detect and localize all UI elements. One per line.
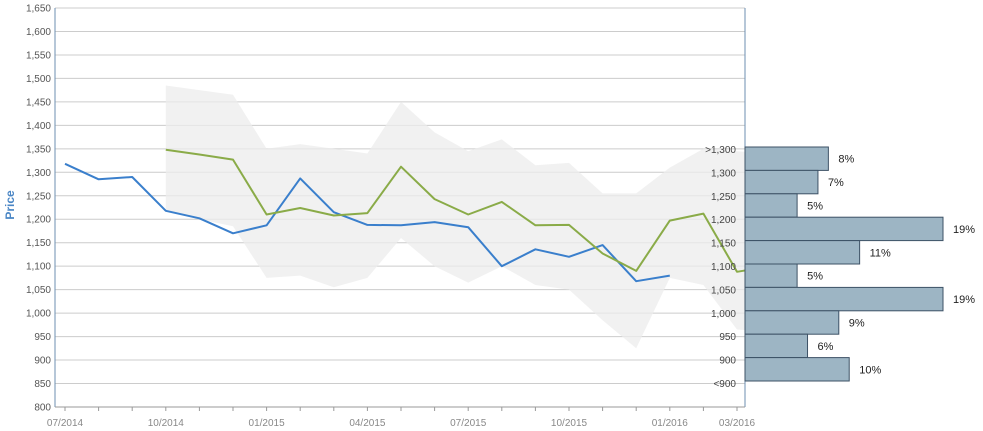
histogram-category-label: >1,300: [705, 145, 736, 156]
y-tick-label: 1,550: [26, 50, 51, 61]
x-axis-ticks: 07/2014 10/2014 01/2015 04/2015 07/2015 10/20…: [47, 407, 756, 429]
y-tick-label: 1,650: [26, 4, 51, 15]
histogram-data-label: 5%: [807, 201, 823, 213]
histogram-category-label: 1,200: [711, 215, 736, 226]
histogram-bar: [744, 169, 819, 195]
histogram-category-label: 950: [719, 332, 736, 343]
histogram-category-label: 1,100: [711, 262, 736, 273]
x-tick-label: 07/2015: [450, 418, 487, 429]
y-tick-label: 800: [34, 403, 51, 414]
y-tick-label: 1,500: [26, 74, 51, 85]
y-tick-label: 1,450: [26, 97, 51, 108]
y-tick-label: 850: [34, 379, 51, 390]
y-tick-label: 1,350: [26, 144, 51, 155]
histogram-data-label: 11%: [870, 247, 891, 259]
y-tick-label: 1,100: [26, 262, 51, 273]
histogram-data-label: 19%: [953, 294, 975, 306]
x-tick-label: 10/2015: [551, 418, 588, 429]
y-tick-label: 1,000: [26, 309, 51, 320]
y-axis-ticks: 800 850 900 950 1,000 1,050 1,100 1,150 1,200 1,2…: [26, 4, 51, 414]
histogram-category-label: 900: [719, 356, 736, 367]
x-tick-label: 10/2014: [148, 418, 185, 429]
histogram-data-label: 6%: [818, 341, 834, 353]
histogram-data-label: 7%: [828, 177, 844, 189]
x-tick-label: 01/2015: [249, 418, 286, 429]
y-tick-label: 950: [34, 332, 51, 343]
histogram-data-label: 5%: [807, 271, 823, 283]
histogram-data-label: 8%: [838, 154, 854, 166]
histogram-bar: [744, 286, 944, 312]
histogram-data-label: 10%: [859, 364, 881, 376]
y-tick-label: 1,250: [26, 191, 51, 202]
histogram-bar: [744, 333, 809, 359]
histogram-bar: [744, 193, 798, 218]
y-tick-label: 1,050: [26, 285, 51, 296]
histogram-category-label: 1,000: [711, 309, 736, 320]
histogram-category-label: 1,300: [711, 168, 736, 179]
histogram-category-label: 1,050: [711, 285, 736, 296]
x-tick-label: 04/2015: [349, 418, 386, 429]
x-tick-label: 07/2014: [47, 418, 84, 429]
y-tick-label: 1,300: [26, 168, 51, 179]
x-tick-label: 03/2016: [719, 418, 756, 429]
series-line-green: [165, 148, 771, 273]
histogram-category-label: <900: [713, 379, 736, 390]
range-band-area: [165, 85, 771, 349]
histogram-bar: [744, 357, 850, 382]
histogram-data-label: 19%: [953, 224, 975, 236]
histogram-category-label: 1,250: [711, 192, 736, 203]
price-range-band: [165, 85, 771, 349]
y-axis-label: Price: [3, 190, 17, 220]
histogram-bar: [744, 216, 944, 242]
histogram-bar: [744, 146, 829, 171]
price-lines: [64, 148, 771, 283]
histogram-data-label: 9%: [849, 318, 865, 330]
histogram-bar: [744, 263, 798, 288]
y-tick-label: 1,600: [26, 27, 51, 38]
distribution-histogram: 8% >1,300 7% 1,300 5% 1,250 19% 1,200 11% 1,150 5%…: [705, 145, 975, 390]
y-tick-label: 1,150: [26, 238, 51, 249]
histogram-bar: [744, 240, 861, 265]
histogram-bar: [744, 310, 840, 335]
series-line-blue: [64, 162, 670, 283]
x-tick-label: 01/2016: [652, 418, 689, 429]
y-tick-label: 900: [34, 356, 51, 367]
y-tick-label: 1,200: [26, 215, 51, 226]
histogram-category-label: 1,150: [711, 239, 736, 250]
y-tick-label: 1,400: [26, 121, 51, 132]
